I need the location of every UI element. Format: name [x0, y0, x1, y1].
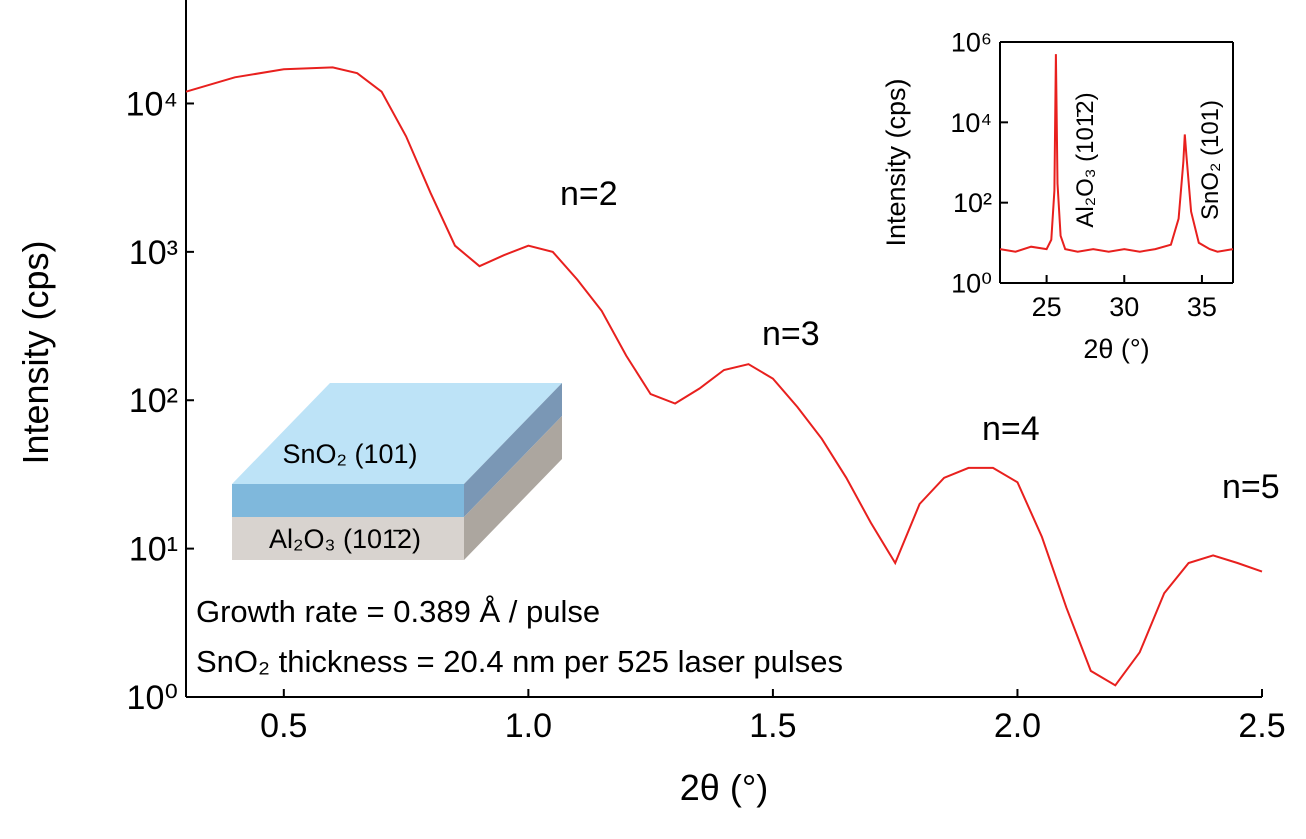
data-line	[999, 54, 1234, 253]
y-tick-label: 10⁶	[951, 27, 992, 57]
slab-top	[232, 383, 562, 484]
y-axis-label: Intensity (cps)	[15, 240, 56, 464]
film-label: SnO₂ (101)	[282, 439, 417, 469]
y-tick-label: 10⁴	[126, 85, 178, 123]
slab-substrate-front	[232, 517, 464, 560]
x-tick-label: 25	[1032, 292, 1062, 322]
x-axis-label: 2θ (°)	[680, 767, 768, 808]
y-axis-label: Intensity (cps)	[881, 78, 911, 246]
annotation: SnO₂ (101)	[1197, 100, 1224, 220]
y-tick-label: 10²	[953, 188, 992, 218]
substrate-label: Al₂O₃ (101̄2)	[269, 524, 421, 554]
annotation: n=4	[982, 410, 1040, 448]
x-tick-label: 30	[1109, 292, 1139, 322]
y-tick-label: 10¹	[129, 531, 178, 569]
x-tick-label: 1.5	[749, 707, 796, 745]
annotation: n=5	[1222, 468, 1280, 506]
annotation: n=2	[560, 175, 618, 213]
y-tick-label: 10³	[129, 234, 178, 272]
sample-diagram: SnO₂ (101) Al₂O₃ (101̄2)	[232, 383, 562, 560]
slab-substrate-side	[464, 416, 562, 560]
y-tick-label: 10⁰	[951, 268, 992, 298]
y-tick-label: 10⁰	[127, 679, 178, 717]
y-tick-label: 10⁴	[950, 108, 992, 138]
x-tick-label: 35	[1187, 292, 1217, 322]
annotation: n=3	[762, 315, 820, 353]
x-tick-label: 2.0	[994, 707, 1041, 745]
x-axis-label: 2θ (°)	[1083, 334, 1149, 364]
annotation: Growth rate = 0.389 Å / pulse	[196, 594, 600, 629]
annotation: SnO₂ thickness = 20.4 nm per 525 laser p…	[196, 644, 843, 679]
y-tick-label: 10²	[129, 382, 178, 420]
x-tick-label: 0.5	[260, 707, 307, 745]
annotation: Al₂O₃ (101̄2)	[1072, 92, 1099, 227]
x-tick-label: 1.0	[505, 707, 552, 745]
x-tick-label: 2.5	[1238, 707, 1285, 745]
slab-film-front	[232, 484, 464, 517]
slab-film-side	[464, 383, 562, 517]
data-line	[185, 66, 1263, 687]
